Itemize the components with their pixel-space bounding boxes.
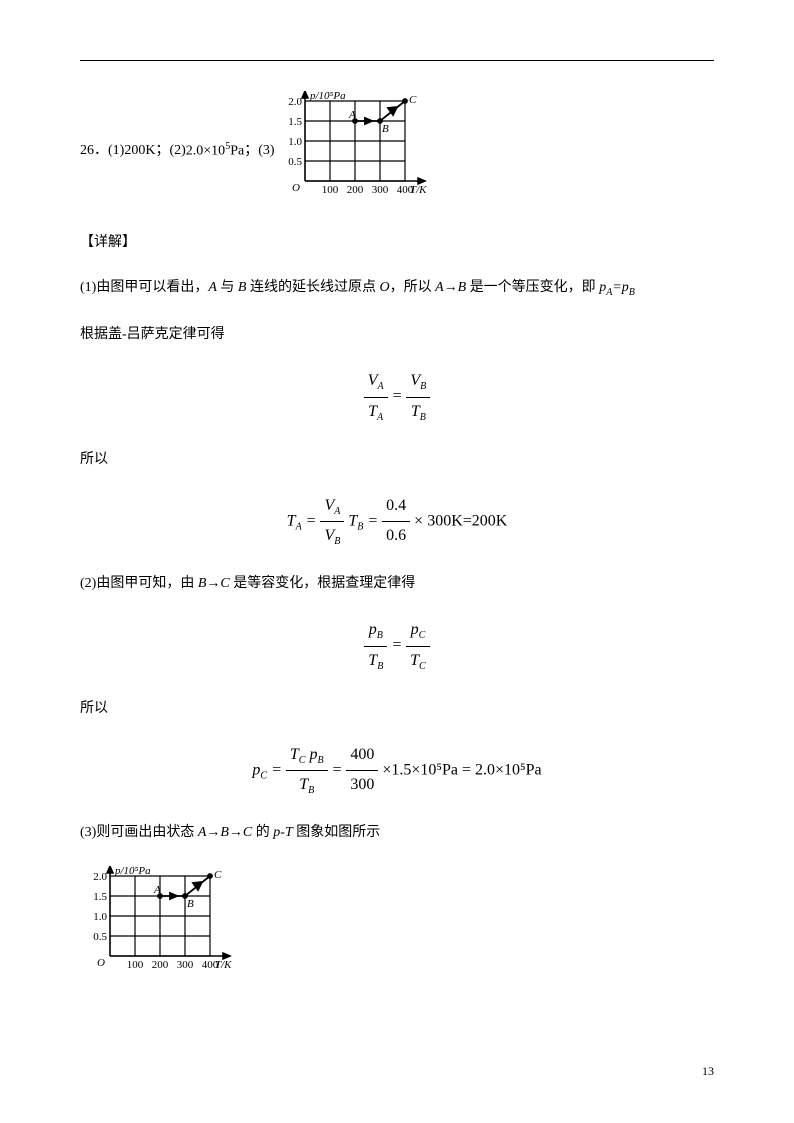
- detail-header: 【详解】: [80, 230, 714, 255]
- answer-row: 26． (1) 200K； (2) 2.0×105Pa ； (3): [80, 91, 714, 210]
- svg-text:300: 300: [371, 184, 388, 196]
- svg-text:1.0: 1.0: [93, 911, 107, 923]
- svg-text:2.0: 2.0: [288, 96, 302, 108]
- paragraph-3: 所以: [80, 447, 714, 472]
- paragraph-5: 所以: [80, 696, 714, 721]
- chart-bottom-container: 0.5 1.0 1.5 2.0 100 200 300 400 O p/10⁵P…: [80, 866, 714, 985]
- svg-text:1.0: 1.0: [288, 136, 302, 148]
- svg-text:C: C: [409, 94, 417, 106]
- svg-text:0.5: 0.5: [93, 931, 107, 943]
- svg-text:200: 200: [152, 959, 169, 971]
- part1-label: (1): [108, 138, 124, 163]
- page-number: 13: [702, 1061, 714, 1083]
- paragraph-6: (3)则可画出由状态 A→B→C 的 p-T 图象如图所示: [80, 820, 714, 845]
- formula-2: TA = VAVB TB = 0.40.6 × 300K=200K: [80, 492, 714, 551]
- svg-text:B: B: [187, 898, 194, 910]
- part3-label: (3): [258, 138, 274, 163]
- svg-text:100: 100: [321, 184, 338, 196]
- horizontal-rule: [80, 60, 714, 61]
- svg-text:C: C: [214, 869, 222, 881]
- paragraph-2: 根据盖-吕萨克定律可得: [80, 322, 714, 347]
- part2-label: (2): [169, 138, 185, 163]
- formula-1: VATA = VBTB: [80, 367, 714, 426]
- svg-text:0.5: 0.5: [288, 156, 302, 168]
- chart-top: 0.5 1.0 1.5 2.0 100 200 300 400 O p/10⁵P…: [275, 91, 435, 210]
- svg-text:A: A: [348, 109, 356, 121]
- formula-4: pC = TC pBTB = 400300 ×1.5×10⁵Pa = 2.0×1…: [80, 741, 714, 800]
- part1-value: 200K；: [124, 138, 169, 163]
- pT-chart-svg: 0.5 1.0 1.5 2.0 100 200 300 400 O p/10⁵P…: [275, 91, 435, 201]
- pT-chart-bottom-svg: 0.5 1.0 1.5 2.0 100 200 300 400 O p/10⁵P…: [80, 866, 240, 976]
- svg-text:p/10⁵Pa: p/10⁵Pa: [114, 866, 151, 877]
- svg-text:100: 100: [127, 959, 144, 971]
- svg-text:B: B: [382, 123, 389, 135]
- paragraph-4: (2)由图甲可知，由 B→C 是等容变化，根据查理定律得: [80, 571, 714, 596]
- svg-text:300: 300: [177, 959, 194, 971]
- svg-text:200: 200: [346, 184, 363, 196]
- svg-text:A: A: [153, 884, 161, 896]
- svg-text:O: O: [292, 182, 300, 194]
- svg-text:p/10⁵Pa: p/10⁵Pa: [309, 91, 346, 102]
- svg-text:1.5: 1.5: [288, 116, 302, 128]
- formula-3: pBTB = pCTC: [80, 616, 714, 675]
- part2-sep: ；: [244, 138, 258, 163]
- svg-text:T/K: T/K: [215, 959, 232, 971]
- svg-text:1.5: 1.5: [93, 891, 107, 903]
- svg-text:T/K: T/K: [410, 184, 427, 196]
- svg-text:O: O: [97, 957, 105, 969]
- part2-value: 2.0×105Pa: [186, 138, 244, 164]
- svg-text:2.0: 2.0: [93, 871, 107, 883]
- question-number: 26．: [80, 138, 108, 163]
- paragraph-1: (1)由图甲可以看出，A 与 B 连线的延长线过原点 O，所以 A→B 是一个等…: [80, 275, 714, 302]
